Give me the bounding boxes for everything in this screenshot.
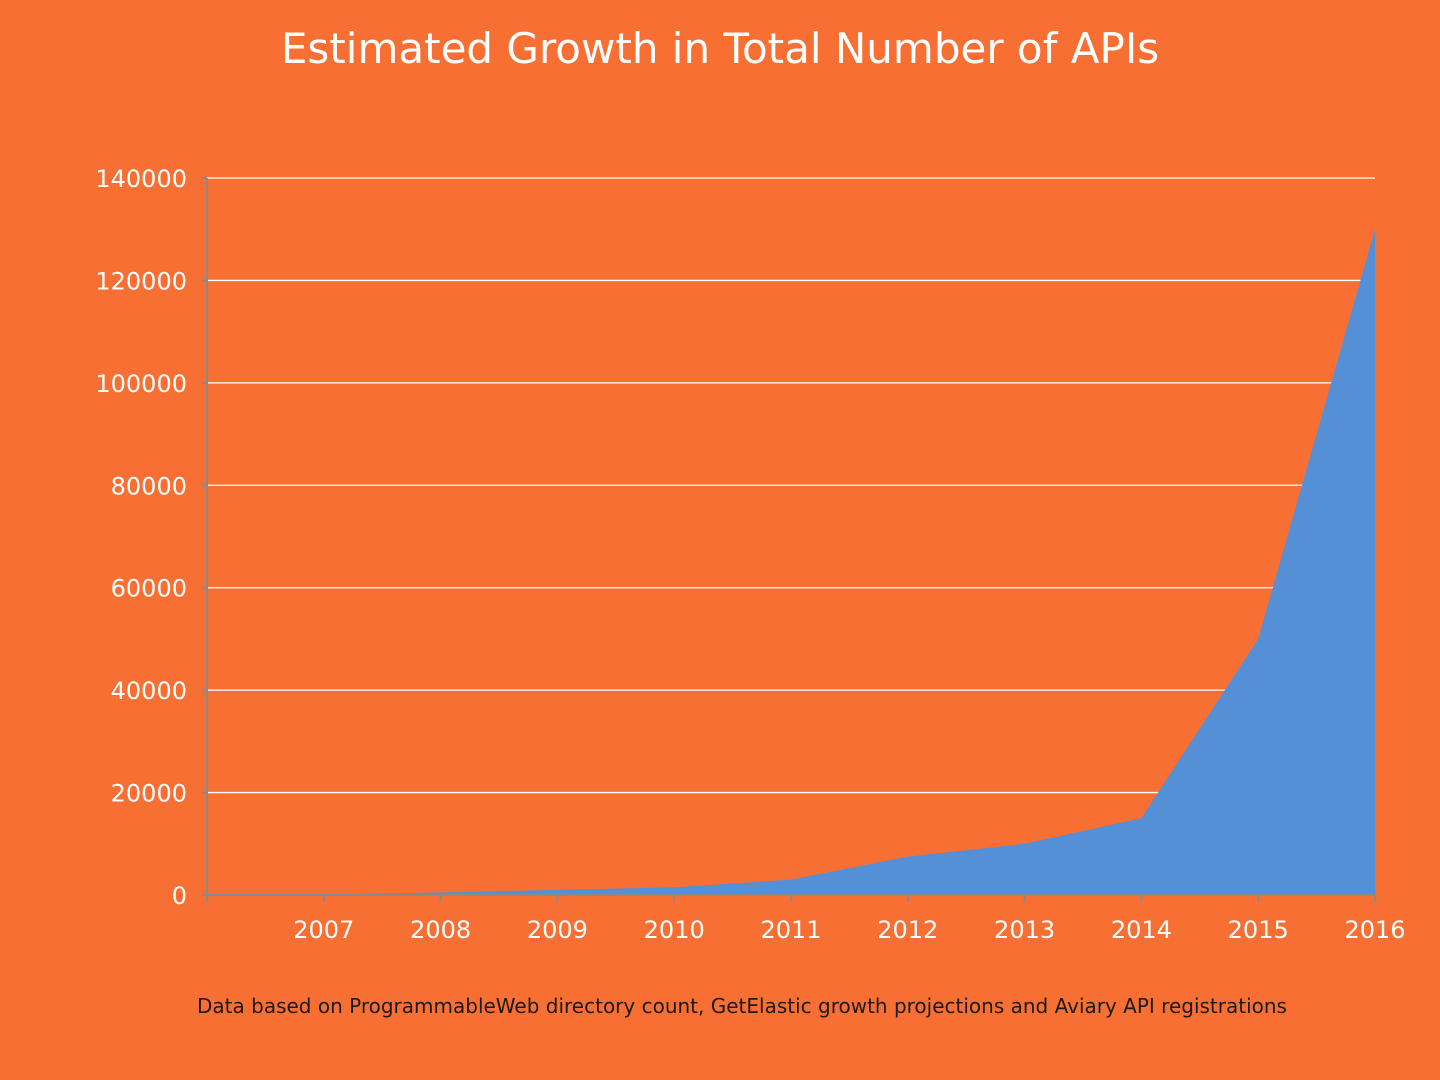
y-tick-label: 140000	[95, 165, 187, 193]
x-tick-label: 2016	[1344, 916, 1405, 944]
y-tick-label: 0	[172, 882, 187, 910]
area-series	[207, 229, 1375, 895]
chart-title: Estimated Growth in Total Number of APIs	[280, 24, 1160, 73]
y-tick-label: 80000	[111, 472, 187, 500]
x-tick-label: 2010	[644, 916, 705, 944]
chart-footnote: Data based on ProgrammableWeb directory …	[197, 994, 1287, 1018]
x-tick-label: 2009	[527, 916, 588, 944]
x-tick-label: 2013	[994, 916, 1055, 944]
x-tick-label: 2011	[760, 916, 821, 944]
y-tick-label: 40000	[111, 677, 187, 705]
x-tick-label: 2008	[410, 916, 471, 944]
y-tick-label: 20000	[111, 780, 187, 808]
y-tick-label: 100000	[95, 370, 187, 398]
x-tick-label: 2014	[1111, 916, 1172, 944]
x-tick-label: 2007	[293, 916, 354, 944]
x-tick-label: 2012	[877, 916, 938, 944]
x-tick-label: 2015	[1228, 916, 1289, 944]
y-tick-label: 60000	[111, 575, 187, 603]
y-tick-label: 120000	[95, 267, 187, 295]
